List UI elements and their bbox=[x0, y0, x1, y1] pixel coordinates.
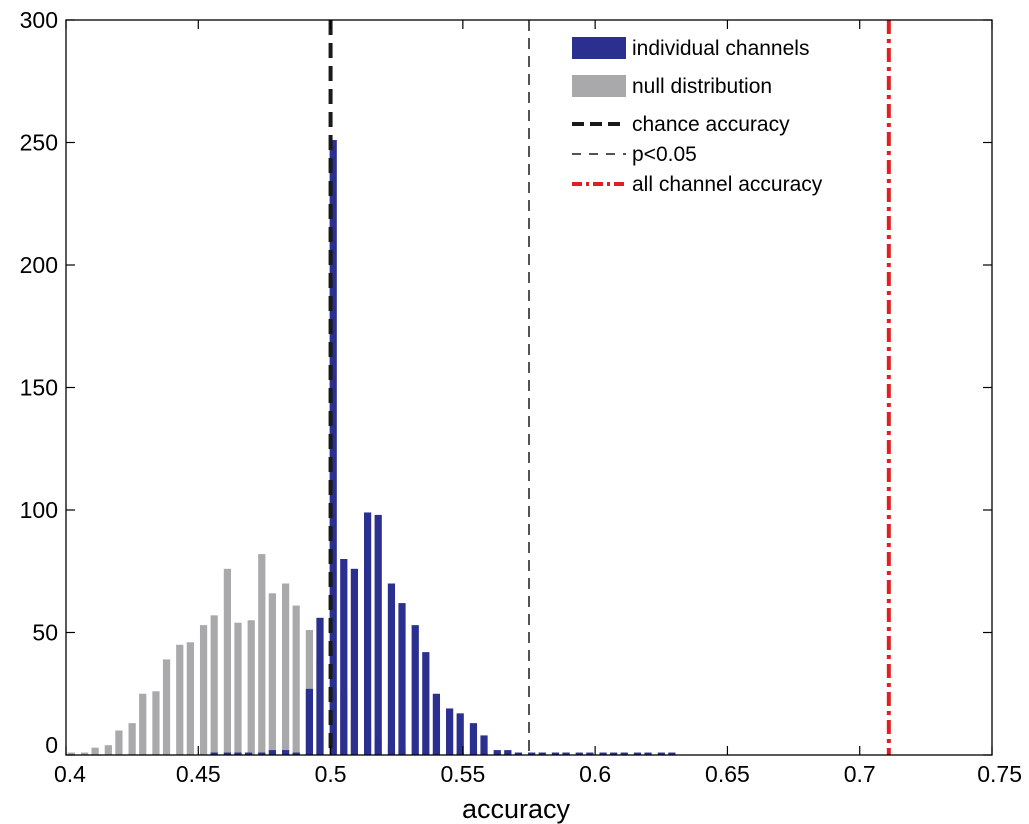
individual-channel-bar bbox=[387, 583, 396, 755]
legend-null-distribution: null distribution bbox=[572, 75, 772, 98]
individual-channel-bar bbox=[292, 752, 300, 755]
legend: individual channels null distribution chan… bbox=[572, 37, 823, 196]
x-tick-label: 0.55 bbox=[440, 761, 485, 787]
legend-p005: p<0.05 bbox=[572, 143, 697, 166]
null-distribution-bar bbox=[176, 644, 184, 755]
individual-channel-bar bbox=[469, 723, 478, 755]
legend-swatch-null bbox=[572, 75, 626, 97]
y-tick-label: 200 bbox=[20, 252, 58, 278]
null-distribution-bar bbox=[152, 691, 160, 755]
individual-channel-bar bbox=[223, 752, 231, 755]
null-distribution-bar bbox=[281, 583, 290, 755]
x-tick-label: 0.45 bbox=[176, 761, 221, 787]
individual-channel-bar bbox=[538, 752, 546, 755]
x-tick-label: 0.4 bbox=[54, 761, 86, 787]
individual-channel-bar bbox=[340, 559, 348, 755]
x-tick-label: 0.65 bbox=[705, 761, 750, 787]
x-tick-label: 0.7 bbox=[844, 761, 876, 787]
null-distribution-bar bbox=[199, 625, 208, 755]
x-axis-ticks: 0.4 0.45 0.5 0.55 0.6 0.65 0.7 0.75 bbox=[54, 20, 1022, 787]
null-distribution-bar bbox=[210, 615, 218, 755]
y-axis-ticks: 0 50 100 150 200 250 300 bbox=[20, 7, 992, 758]
null-distribution-bar bbox=[128, 723, 136, 755]
y-tick-label: 0 bbox=[45, 732, 58, 758]
individual-channel-bar bbox=[514, 752, 523, 755]
y-tick-label: 250 bbox=[20, 130, 58, 156]
null-distribution-bar bbox=[139, 693, 147, 755]
null-distribution-bar bbox=[186, 642, 194, 755]
null-distribution-bar bbox=[67, 752, 75, 755]
legend-label: chance accuracy bbox=[632, 113, 790, 136]
legend-label: individual channels bbox=[632, 37, 809, 60]
null-distribution-bar bbox=[91, 747, 99, 755]
individual-channel-bar bbox=[210, 752, 218, 755]
individual-channel-bar bbox=[657, 752, 665, 755]
x-axis-title: accuracy bbox=[462, 794, 571, 824]
legend-individual-channels: individual channels bbox=[572, 37, 809, 60]
legend-swatch-individual bbox=[572, 37, 626, 59]
null-distribution-bar bbox=[234, 622, 242, 755]
individual-channel-bar bbox=[364, 512, 372, 755]
individual-channel-bar bbox=[620, 752, 628, 755]
x-tick-label: 0.5 bbox=[315, 761, 347, 787]
null-distribution-bar bbox=[292, 605, 300, 755]
individual-channel-bar bbox=[562, 752, 570, 755]
legend-label: all channel accuracy bbox=[632, 173, 823, 196]
legend-chance-accuracy: chance accuracy bbox=[572, 113, 790, 136]
individual-channel-bar bbox=[398, 603, 406, 755]
individual-channel-bar bbox=[610, 752, 618, 755]
x-tick-label: 0.6 bbox=[579, 761, 611, 787]
individual-channels-bars bbox=[210, 140, 676, 756]
individual-channel-bar bbox=[350, 568, 358, 755]
null-distribution-bar bbox=[247, 620, 255, 755]
individual-channel-bar bbox=[422, 652, 430, 755]
individual-channel-bar bbox=[633, 752, 642, 755]
individual-channel-bar bbox=[281, 750, 290, 755]
individual-channel-bar bbox=[244, 752, 253, 755]
reference-lines bbox=[328, 20, 891, 755]
individual-channel-bar bbox=[432, 693, 441, 755]
null-distribution-bar bbox=[104, 745, 112, 755]
individual-channel-bar bbox=[258, 752, 266, 755]
y-tick-label: 150 bbox=[20, 375, 58, 401]
null-distribution-bar bbox=[223, 568, 231, 755]
legend-label: p<0.05 bbox=[632, 143, 697, 166]
y-tick-label: 300 bbox=[20, 7, 58, 33]
individual-channel-bar bbox=[504, 750, 512, 755]
individual-channel-bar bbox=[234, 752, 242, 755]
individual-channel-bar bbox=[668, 752, 676, 755]
null-distribution-bar bbox=[80, 752, 89, 755]
y-tick-label: 100 bbox=[20, 497, 58, 523]
individual-channel-bar bbox=[586, 752, 594, 755]
individual-channel-bar bbox=[575, 752, 583, 755]
null-distribution-bar bbox=[268, 593, 276, 755]
individual-channel-bar bbox=[446, 708, 454, 755]
null-distribution-bar bbox=[115, 730, 123, 755]
individual-channel-bar bbox=[551, 752, 560, 755]
individual-channel-bar bbox=[268, 750, 276, 755]
x-tick-label: 0.75 bbox=[977, 761, 1022, 787]
legend-all-channel-accuracy: all channel accuracy bbox=[572, 173, 823, 196]
individual-channel-bar bbox=[305, 688, 314, 755]
legend-label: null distribution bbox=[632, 75, 772, 98]
individual-channel-bar bbox=[456, 713, 464, 755]
individual-channel-bar bbox=[316, 617, 324, 755]
individual-channel-bar bbox=[329, 140, 337, 756]
null-distribution-bar bbox=[258, 554, 266, 755]
individual-channel-bar bbox=[411, 625, 419, 755]
null-distribution-bar bbox=[162, 659, 171, 755]
individual-channel-bar bbox=[374, 514, 382, 755]
y-tick-label: 50 bbox=[32, 620, 58, 646]
individual-channel-bar bbox=[528, 752, 536, 755]
individual-channel-bar bbox=[599, 752, 607, 755]
individual-channel-bar bbox=[480, 735, 488, 755]
individual-channel-bar bbox=[644, 752, 652, 755]
individual-channel-bar bbox=[493, 750, 501, 755]
